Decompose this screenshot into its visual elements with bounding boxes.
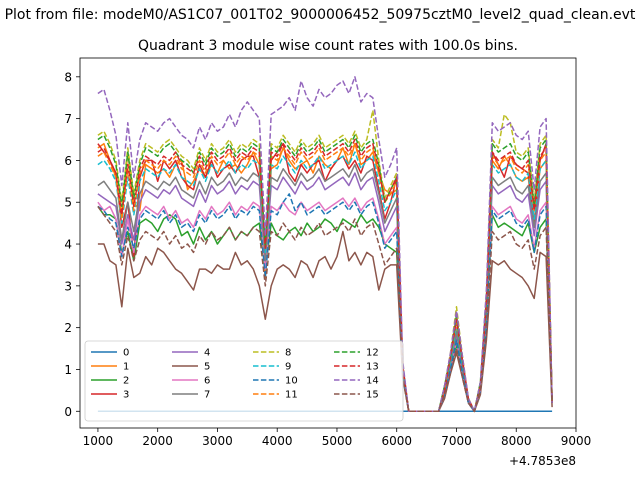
x-tick-label: 9000 xyxy=(561,434,592,448)
y-tick-label: 0 xyxy=(64,405,72,419)
legend-label-14: 14 xyxy=(366,376,379,387)
plot-frame xyxy=(79,57,577,429)
legend-label-5: 5 xyxy=(204,362,210,373)
y-tick-label: 5 xyxy=(64,196,72,210)
y-tick-label: 8 xyxy=(64,70,72,84)
series-layer xyxy=(97,76,553,413)
legend-label-15: 15 xyxy=(366,390,379,401)
x-offset-label: +4.7853e8 xyxy=(509,454,576,468)
x-tick-label: 4000 xyxy=(262,434,293,448)
y-tick-label: 6 xyxy=(64,154,72,168)
series-line-14 xyxy=(97,76,553,413)
legend-label-0: 0 xyxy=(123,348,129,359)
series-line-11 xyxy=(97,142,553,413)
y-tick-label: 7 xyxy=(64,112,72,126)
legend-label-1: 1 xyxy=(123,362,129,373)
y-tick-label: 3 xyxy=(64,279,72,293)
x-tick-label: 7000 xyxy=(441,434,472,448)
y-tick-label: 1 xyxy=(64,363,72,377)
legend-label-4: 4 xyxy=(204,348,210,359)
x-tick-label: 8000 xyxy=(501,434,532,448)
legend-label-10: 10 xyxy=(285,376,298,387)
x-tick-label: 6000 xyxy=(381,434,412,448)
legend-label-7: 7 xyxy=(204,390,210,401)
series-line-8 xyxy=(97,109,553,413)
legend-box xyxy=(84,340,404,422)
legend-label-11: 11 xyxy=(285,390,298,401)
x-axis: 1000 2000 3000 4000 5000 6000 7000 8000 9000 xyxy=(83,428,592,448)
legend-label-6: 6 xyxy=(204,376,210,387)
legend-label-2: 2 xyxy=(123,376,129,387)
series-line-9 xyxy=(97,151,553,413)
x-tick-label: 2000 xyxy=(142,434,173,448)
y-tick-label: 4 xyxy=(64,238,72,252)
y-tick-label: 2 xyxy=(64,321,72,335)
series-line-15 xyxy=(97,205,553,413)
legend-label-3: 3 xyxy=(123,390,129,401)
figure-suptitle: Plot from file: modeM0/AS1C07_001T02_900… xyxy=(5,7,636,23)
x-tick-label: 1000 xyxy=(83,434,114,448)
legend-label-12: 12 xyxy=(366,348,379,359)
legend-label-9: 9 xyxy=(285,362,291,373)
chart-title: Quadrant 3 module wise count rates with … xyxy=(138,38,518,54)
x-tick-label: 3000 xyxy=(202,434,233,448)
legend-label-8: 8 xyxy=(285,348,291,359)
y-axis: 0 1 2 3 4 5 6 7 8 xyxy=(64,70,80,419)
x-tick-label: 5000 xyxy=(322,434,353,448)
legend-label-13: 13 xyxy=(366,362,379,373)
